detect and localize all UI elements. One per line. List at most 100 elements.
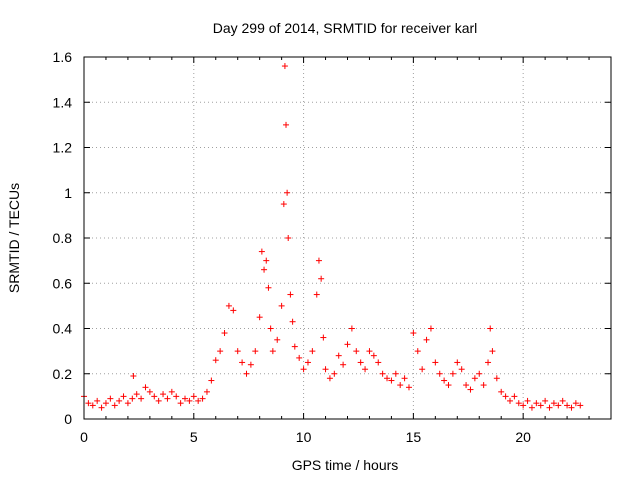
data-point (436, 370, 443, 377)
y-tick-label: 0.6 (53, 275, 73, 291)
data-point (502, 393, 509, 400)
data-point (258, 248, 265, 255)
y-tick-label: 0.8 (53, 230, 73, 246)
data-point (555, 402, 562, 409)
data-point (256, 314, 263, 321)
data-point (493, 375, 500, 382)
y-tick-label: 1.6 (53, 49, 73, 65)
data-point (384, 375, 391, 382)
data-point (572, 400, 579, 407)
x-tick-label: 10 (296, 429, 312, 445)
data-point (267, 325, 274, 332)
x-tick-label: 20 (515, 429, 531, 445)
data-point (217, 348, 224, 355)
data-point (432, 359, 439, 366)
data-point (116, 397, 123, 404)
data-point (427, 325, 434, 332)
data-point (331, 370, 338, 377)
data-point (173, 393, 180, 400)
data-point (362, 366, 369, 373)
data-point (471, 375, 478, 382)
data-point (335, 352, 342, 359)
data-point (309, 348, 316, 355)
y-tick-label: 0.4 (53, 321, 73, 337)
chart-title: Day 299 of 2014, SRMTID for receiver kar… (213, 20, 478, 36)
y-tick-label: 1.4 (53, 94, 73, 110)
data-point (304, 359, 311, 366)
data-point (291, 343, 298, 350)
data-point (520, 402, 527, 409)
data-point (225, 302, 232, 309)
data-point (392, 370, 399, 377)
data-point (208, 377, 215, 384)
data-point (155, 397, 162, 404)
data-point (405, 384, 412, 391)
data-point (285, 235, 292, 241)
data-point (441, 377, 448, 384)
data-point (375, 359, 382, 366)
data-point (252, 348, 259, 355)
data-point (559, 397, 566, 404)
data-point (487, 325, 494, 332)
data-point (506, 397, 513, 404)
data-point (467, 386, 474, 393)
data-point (98, 404, 105, 411)
data-point (379, 370, 386, 377)
data-point (284, 189, 291, 196)
data-point (445, 382, 452, 389)
data-point (463, 382, 470, 389)
data-point (577, 402, 584, 409)
data-point (320, 334, 327, 341)
y-axis-label: SRMTID / TECUs (6, 183, 22, 293)
y-tick-label: 1.2 (53, 140, 73, 156)
data-point (344, 341, 351, 348)
data-point (537, 402, 544, 409)
data-point (146, 388, 153, 395)
data-point (511, 393, 518, 400)
data-point (269, 348, 276, 355)
data-point (243, 370, 250, 377)
data-point (419, 366, 426, 373)
data-point (199, 395, 206, 402)
data-point (168, 388, 175, 395)
data-point (280, 201, 287, 208)
data-point (287, 291, 294, 298)
data-point (212, 357, 219, 364)
data-point (111, 402, 118, 409)
data-point (94, 397, 101, 404)
data-point (278, 302, 285, 309)
data-point (130, 373, 137, 380)
x-tick-label: 0 (80, 429, 88, 445)
data-point (274, 336, 281, 343)
data-point (182, 395, 189, 402)
data-point (129, 395, 136, 402)
data-point (283, 121, 290, 128)
data-point (85, 400, 92, 407)
data-point (230, 307, 237, 314)
data-point (239, 359, 246, 366)
data-point (423, 336, 430, 343)
data-point (542, 397, 549, 404)
data-point (190, 393, 197, 400)
data-point (247, 361, 254, 368)
data-point (107, 395, 114, 402)
x-axis-label: GPS time / hours (292, 457, 399, 473)
data-point (296, 354, 303, 361)
data-point (289, 318, 296, 325)
data-point (357, 359, 364, 366)
data-point (454, 359, 461, 366)
data-point (524, 397, 531, 404)
data-point (281, 63, 288, 70)
data-point (195, 397, 202, 404)
plot-frame (83, 56, 612, 420)
data-point (388, 377, 395, 384)
data-point (261, 266, 268, 273)
data-point (142, 384, 149, 391)
data-point (151, 393, 158, 400)
data-point (322, 366, 329, 373)
data-point (160, 391, 167, 398)
data-point (458, 366, 465, 373)
data-point (313, 291, 320, 298)
data-point (353, 348, 360, 355)
